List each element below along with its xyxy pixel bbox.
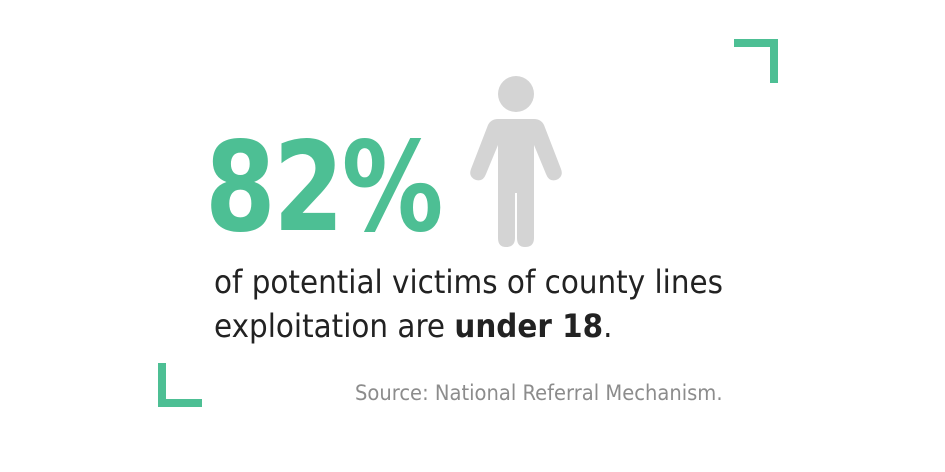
frame-corner-bottom-left bbox=[158, 363, 202, 407]
description-highlight: under 18 bbox=[454, 307, 604, 345]
frame-corner-top-right bbox=[734, 39, 778, 83]
stat-percentage: 82% bbox=[205, 116, 443, 260]
source-citation: Source: National Referral Mechanism. bbox=[355, 381, 723, 405]
child-figure-icon bbox=[470, 76, 562, 247]
description-end: . bbox=[603, 307, 613, 345]
description-text: of potential victims of county lines exp… bbox=[214, 263, 723, 345]
stat-description: of potential victims of county lines exp… bbox=[214, 260, 729, 348]
